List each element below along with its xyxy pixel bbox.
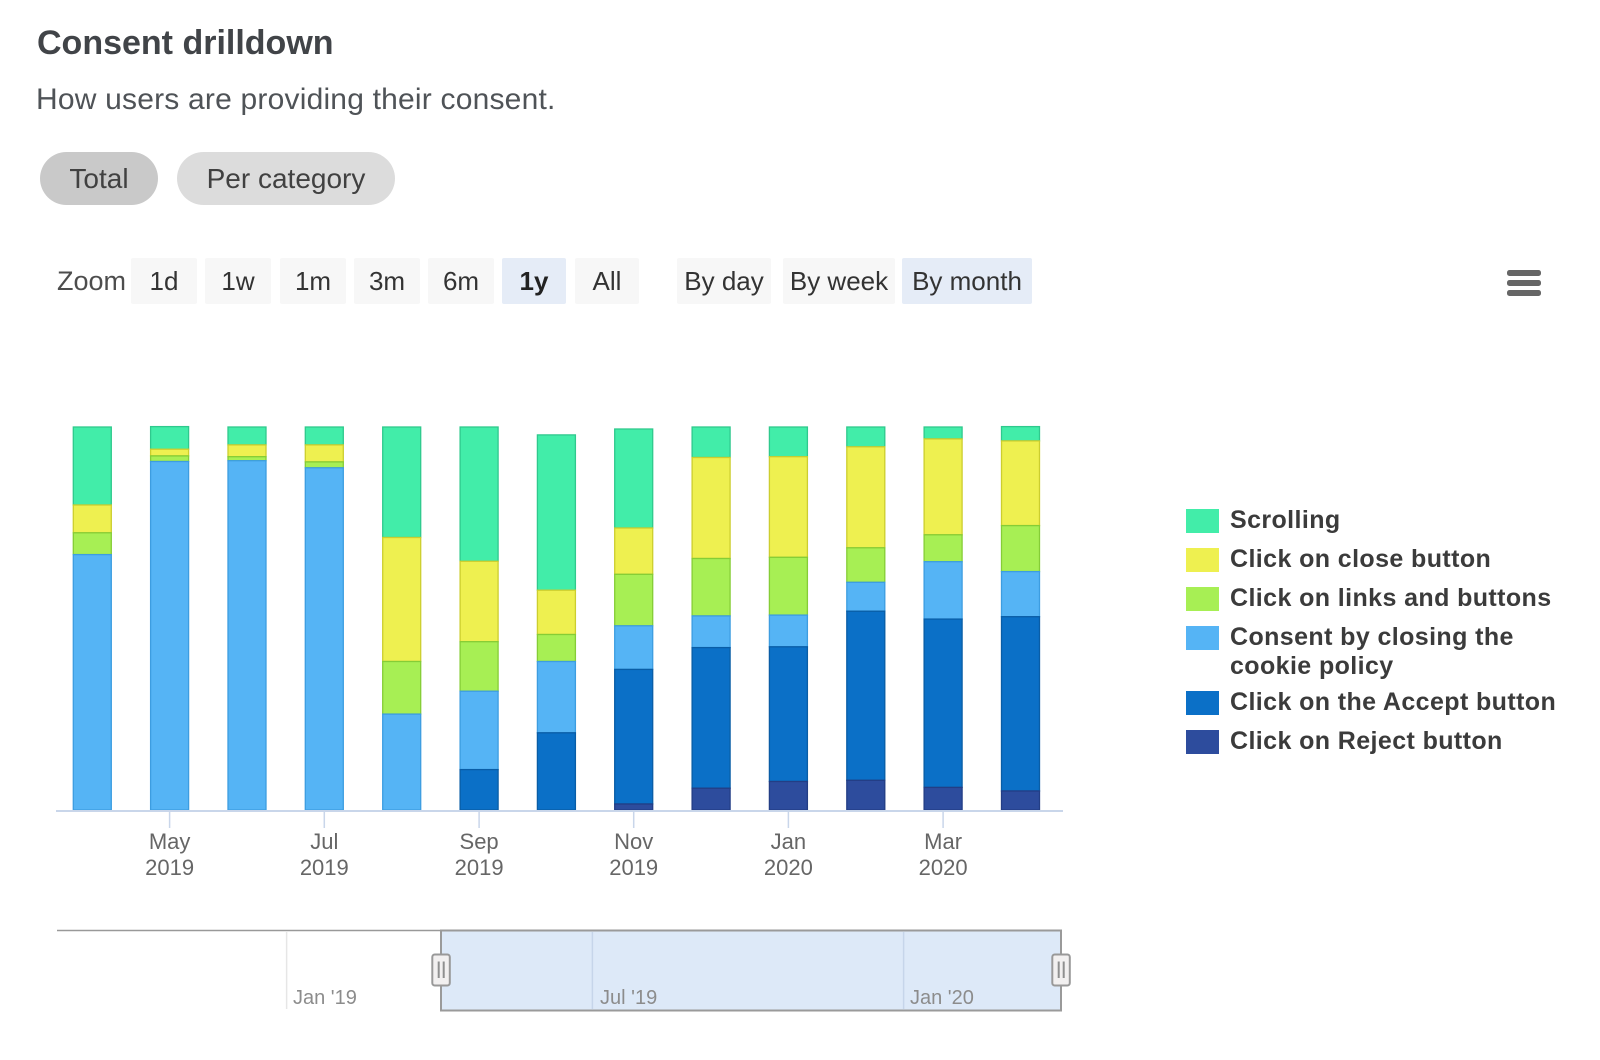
svg-text:Jan '20: Jan '20 [910,987,974,1009]
svg-text:2019: 2019 [300,855,349,880]
svg-text:Mar: Mar [924,829,962,854]
svg-text:May: May [149,829,191,854]
svg-text:Jan '19: Jan '19 [293,987,357,1009]
svg-text:2019: 2019 [145,855,194,880]
svg-text:2019: 2019 [455,855,504,880]
svg-text:2019: 2019 [609,855,658,880]
svg-text:Jan: Jan [771,829,806,854]
svg-text:Jul: Jul [310,829,338,854]
svg-text:2020: 2020 [919,855,968,880]
svg-text:Sep: Sep [460,829,499,854]
svg-text:2020: 2020 [764,855,813,880]
svg-text:Jul '19: Jul '19 [600,987,657,1009]
svg-text:Nov: Nov [614,829,653,854]
